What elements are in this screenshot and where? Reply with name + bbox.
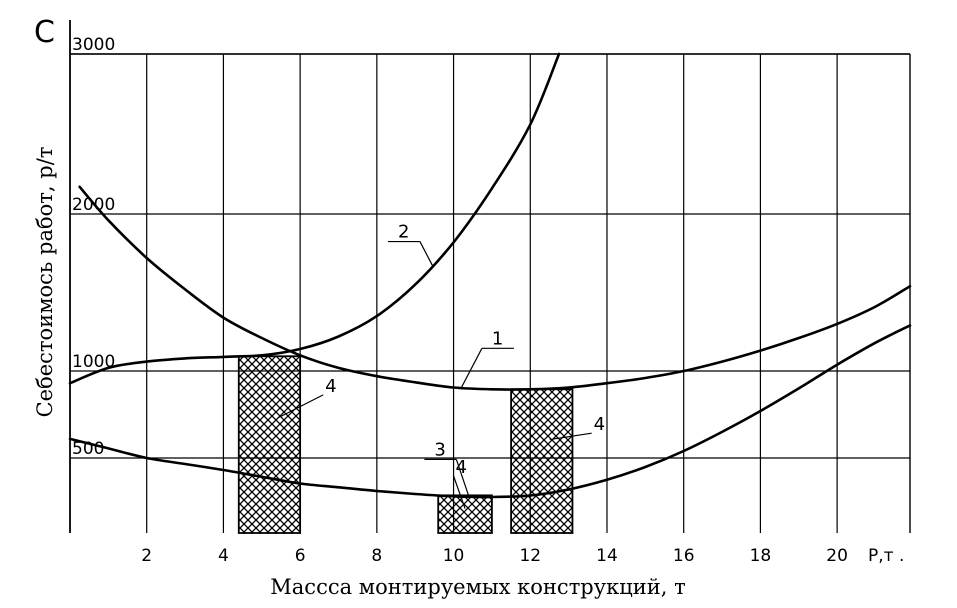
x-tick-label-4: 4	[218, 546, 229, 566]
x-tick-label-12: 12	[519, 546, 541, 566]
zone-leader-3	[549, 432, 592, 441]
x-tick-label-6: 6	[295, 546, 306, 566]
hatched-zone-1	[237, 355, 302, 534]
hatched-zone-3	[510, 388, 574, 534]
series-line-3	[68, 324, 912, 499]
x-unit-label: Р,т .	[868, 546, 904, 566]
hatched-zones	[237, 355, 574, 534]
curve-labels: 4 4 4 1 2 3	[277, 222, 605, 509]
series-label-1: 1	[492, 328, 503, 349]
series-line-2	[68, 52, 561, 385]
y-tick-label-3000: 3000	[72, 35, 115, 55]
zone-leader-1	[277, 394, 324, 419]
series-leader-1	[460, 348, 483, 389]
series-label-2: 2	[398, 222, 409, 243]
x-tick-label-8: 8	[371, 546, 382, 566]
x-tick-label-16: 16	[673, 546, 695, 566]
x-axis-title: Массса монтируемых конструкций, т	[270, 575, 685, 599]
zone-label-2: 4	[456, 457, 467, 478]
x-tick-label-2: 2	[141, 546, 152, 566]
series-lines	[68, 52, 912, 499]
x-tick-label-14: 14	[596, 546, 618, 566]
x-tick-label-18: 18	[750, 546, 772, 566]
zone-leader-2	[452, 475, 466, 509]
y-axis-title: Себестоимось работ, р/т	[33, 147, 57, 418]
y-tick-label-500: 500	[72, 439, 104, 459]
x-tick-label-20: 20	[826, 546, 848, 566]
grid	[70, 53, 910, 533]
y-tick-label-2000: 2000	[72, 195, 115, 215]
hatched-zone-2	[437, 494, 493, 534]
y-tick-label-1000: 1000	[72, 352, 115, 372]
zone-label-1: 4	[325, 376, 336, 397]
series-line-1	[78, 185, 912, 391]
x-tick-label-10: 10	[443, 546, 465, 566]
series-leader-3	[455, 459, 470, 497]
series-leader-2	[419, 241, 433, 266]
corner-mark: С	[34, 15, 55, 50]
series-label-3: 3	[434, 439, 445, 460]
zone-label-3: 4	[594, 414, 605, 435]
